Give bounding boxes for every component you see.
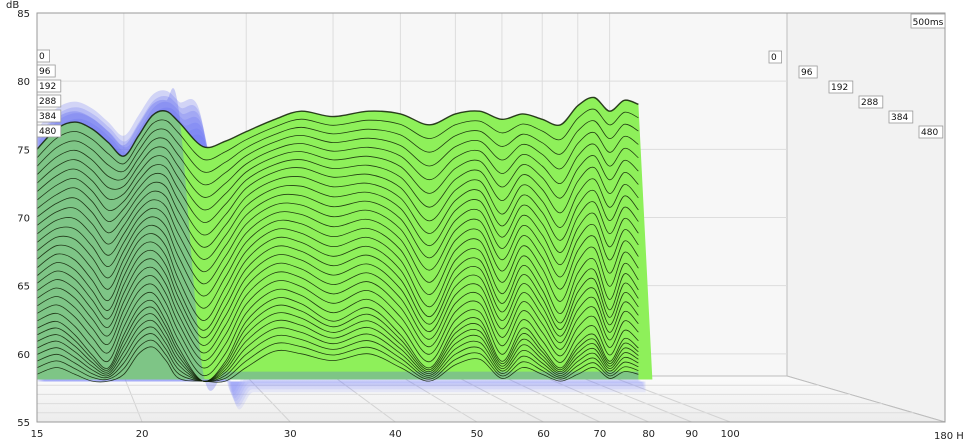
- decay-slice: [36, 312, 639, 382]
- y-tick-label: 85: [17, 9, 30, 20]
- y-tick-label: 70: [17, 214, 30, 225]
- svg-text:288: 288: [39, 97, 56, 107]
- time-range-box: 500ms: [910, 13, 946, 29]
- time-label-right: 384: [888, 110, 914, 124]
- floor-gridline: [123, 375, 143, 423]
- decay-slice: [36, 297, 639, 382]
- x-tick-label: 60: [537, 429, 550, 440]
- decay-slice: [36, 319, 639, 382]
- decay-slice: [36, 339, 639, 382]
- svg-text:96: 96: [801, 68, 813, 78]
- decay-slice: [36, 131, 639, 186]
- x-axis-end-label: 180 Hz: [934, 431, 963, 442]
- x-tick-label: 50: [471, 429, 484, 440]
- decay-slice: [36, 271, 639, 361]
- x-tick-label: 90: [685, 429, 698, 440]
- decay-slice: [36, 108, 639, 165]
- x-tick-label: 20: [136, 429, 149, 440]
- svg-text:384: 384: [891, 113, 908, 123]
- decay-slice: [36, 304, 639, 382]
- svg-text:0: 0: [39, 52, 45, 62]
- y-tick-label: 60: [17, 350, 30, 361]
- time-label-left: 384: [36, 109, 62, 123]
- y-tick-label: 55: [17, 418, 30, 429]
- y-tick-label: 65: [17, 282, 30, 293]
- decay-slice: [36, 245, 639, 339]
- svg-text:192: 192: [831, 83, 848, 93]
- time-range-label: 500ms: [913, 18, 944, 28]
- decay-slice: [36, 262, 639, 354]
- svg-text:384: 384: [39, 112, 56, 122]
- svg-text:96: 96: [39, 67, 51, 77]
- time-label-right: 480: [918, 125, 944, 139]
- time-label-left: 0: [36, 49, 51, 63]
- y-axis-label: dB: [6, 0, 19, 11]
- decay-slice: [36, 120, 639, 173]
- decay-slice: [36, 254, 639, 346]
- decay-slice: [36, 288, 639, 376]
- svg-text:480: 480: [39, 127, 56, 137]
- decay-slice-lines: [36, 96, 639, 383]
- decay-slice: [36, 333, 639, 382]
- decay-slice: [36, 346, 639, 383]
- decay-slice: [36, 211, 639, 297]
- time-label-right: 96: [798, 65, 818, 79]
- x-tick-label: 80: [642, 429, 655, 440]
- decay-slice: [36, 326, 639, 382]
- time-label-right: 0: [768, 50, 783, 64]
- decay-slice: [36, 228, 639, 321]
- axes-labels: 55 60 65 70 75 80 85 15 20 30 40 50 60 70 80 90 100 0 96 19…: [17, 9, 944, 440]
- x-tick-label: 30: [284, 429, 297, 440]
- decay-slice: [36, 219, 639, 309]
- svg-text:0: 0: [771, 53, 777, 63]
- time-label-left: 192: [36, 79, 62, 93]
- decay-slice: [36, 280, 639, 369]
- decay-slice: [36, 202, 639, 285]
- decay-slice: [36, 236, 639, 331]
- y-tick-label: 80: [17, 77, 30, 88]
- svg-text:192: 192: [39, 82, 56, 92]
- y-tick-label: 75: [17, 145, 30, 156]
- x-tick-label: 100: [721, 429, 740, 440]
- time-label-left: 480: [36, 124, 62, 138]
- time-label-left: 288: [36, 94, 62, 108]
- svg-text:480: 480: [921, 128, 938, 138]
- plot-frame: [36, 12, 946, 423]
- decay-slice: [36, 185, 639, 260]
- decay-slice: [36, 175, 639, 248]
- decay-slice: [36, 167, 639, 236]
- decay-slice: [36, 143, 639, 198]
- x-tick-label: 40: [389, 429, 402, 440]
- decay-slice: [36, 159, 639, 223]
- x-tick-label: 15: [31, 429, 44, 440]
- x-tick-label: 70: [594, 429, 607, 440]
- time-label-right: 192: [828, 80, 854, 94]
- svg-text:288: 288: [861, 98, 878, 108]
- decay-slice: [36, 151, 639, 211]
- decay-slice: [36, 193, 639, 273]
- time-label-right: 288: [858, 95, 884, 109]
- decay-slice: [36, 96, 639, 157]
- time-label-left: 96: [36, 64, 56, 78]
